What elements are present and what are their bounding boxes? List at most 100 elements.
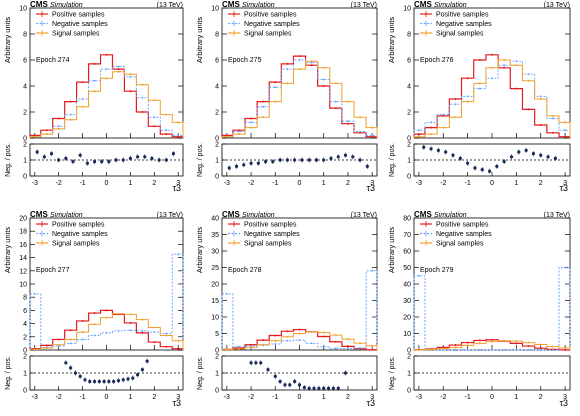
series-signal-point (310, 60, 313, 63)
x-tick-label: -2 (440, 180, 446, 187)
series-negative-point (69, 113, 72, 116)
series-positive-point (454, 344, 457, 347)
simulation-label: Simulation (50, 212, 83, 219)
ratio-y-tick-label: 1 (407, 371, 411, 378)
series-negative-point (129, 329, 132, 332)
series-signal-point (298, 332, 301, 335)
series-negative-point (286, 339, 289, 342)
ratio-point (326, 386, 331, 390)
ratio-point (429, 147, 433, 151)
series-signal-point (564, 346, 567, 349)
x-tick-label: 3 (176, 394, 180, 401)
series-signal-point (153, 326, 156, 329)
energy-label: (13 TeV) (351, 2, 377, 9)
series-signal-point (129, 313, 132, 316)
series-negative-point (117, 329, 120, 332)
series-negative-point (346, 347, 349, 350)
energy-label: (13 TeV) (157, 212, 183, 219)
y-tick-label: 15 (211, 298, 219, 305)
series-negative-point (417, 274, 420, 277)
x-tick-label: -2 (248, 394, 254, 401)
series-negative-point (33, 292, 36, 295)
series-positive-point (141, 111, 144, 113)
series-positive-point (165, 133, 168, 136)
y-tick-label: 40 (403, 282, 411, 289)
x-tick-label: -2 (56, 394, 62, 401)
y-tick-label: 10 (403, 331, 411, 338)
series-negative-point (129, 75, 132, 78)
x-tick-label: 2 (152, 180, 156, 187)
ratio-point (271, 160, 275, 164)
y-tick-label: 4 (215, 84, 219, 91)
ratio-y-tick-label: 1 (215, 158, 219, 165)
simulation-label: Simulation (50, 2, 83, 9)
series-positive-point (129, 321, 132, 324)
ratio-point (422, 145, 426, 149)
y-tick-label: 8 (407, 32, 411, 39)
x-tick-label: 1 (322, 394, 326, 401)
y-tick-label: 40 (211, 216, 219, 223)
series-positive-point (478, 339, 481, 342)
ratio-axis-label: Neg. / pos. (5, 356, 12, 390)
ratio-point (517, 150, 521, 154)
ratio-point (242, 163, 246, 167)
ratio-axis-label: Neg. / pos. (197, 356, 204, 390)
ratio-point (524, 148, 528, 152)
series-negative-point (515, 60, 518, 63)
series-negative-point (237, 345, 240, 348)
series-signal-point (417, 348, 420, 351)
ratio-y-tick-label: 0 (407, 388, 411, 395)
y-tick-label: 14 (19, 255, 27, 262)
series-signal-point (177, 339, 180, 342)
y-tick-label: 16 (19, 242, 27, 249)
ratio-point (458, 156, 462, 160)
ratio-point (57, 158, 61, 162)
y-tick-label: 10 (403, 6, 411, 13)
y-tick-label: 4 (23, 84, 27, 91)
series-negative-point (442, 113, 445, 116)
series-signal-point (69, 118, 72, 121)
ratio-point (273, 374, 277, 378)
x-tick-label: -1 (272, 180, 278, 187)
cms-label: CMS (30, 0, 48, 9)
series-positive-point (346, 122, 349, 125)
ratio-point (107, 160, 111, 164)
series-positive-point (117, 68, 120, 71)
legend-entry: Signal samples (52, 31, 100, 38)
series-positive-point (69, 100, 72, 103)
x-tick-label: -2 (440, 394, 446, 401)
series-positive-point (177, 347, 180, 350)
series-signal-point (322, 66, 325, 69)
series-negative-point (551, 117, 554, 120)
energy-label: (13 TeV) (544, 2, 570, 9)
series-negative-point (539, 349, 542, 351)
y-tick-label: 6 (23, 308, 27, 315)
series-negative-point (57, 125, 60, 128)
series-negative-point (262, 105, 265, 108)
series-signal-point (141, 83, 144, 86)
x-tick-label: 0 (490, 394, 494, 401)
legend-entry: Negative samples (244, 21, 300, 28)
series-negative-point (69, 342, 72, 345)
ratio-point (97, 379, 101, 384)
y-tick-label: 80 (403, 216, 411, 223)
x-tick-label: 1 (514, 180, 518, 187)
series-negative-point (359, 347, 362, 350)
ratio-point (480, 168, 484, 172)
ratio-point (92, 160, 97, 164)
ratio-point (293, 158, 297, 162)
series-negative-point (527, 349, 530, 351)
series-positive-point (527, 345, 530, 348)
legend-entry: Signal samples (244, 31, 292, 38)
ratio-point (234, 164, 239, 168)
series-positive-point (371, 348, 374, 351)
legend-entry: Signal samples (436, 241, 484, 248)
series-signal-point (141, 318, 144, 321)
series-positive-point (322, 335, 325, 338)
x-tick-label: 3 (563, 394, 567, 401)
series-negative-point (466, 349, 469, 351)
x-tick-label: 2 (539, 180, 543, 187)
series-signal-point (237, 133, 240, 136)
x-tick-label: 0 (105, 180, 109, 187)
series-signal-point (262, 116, 265, 119)
